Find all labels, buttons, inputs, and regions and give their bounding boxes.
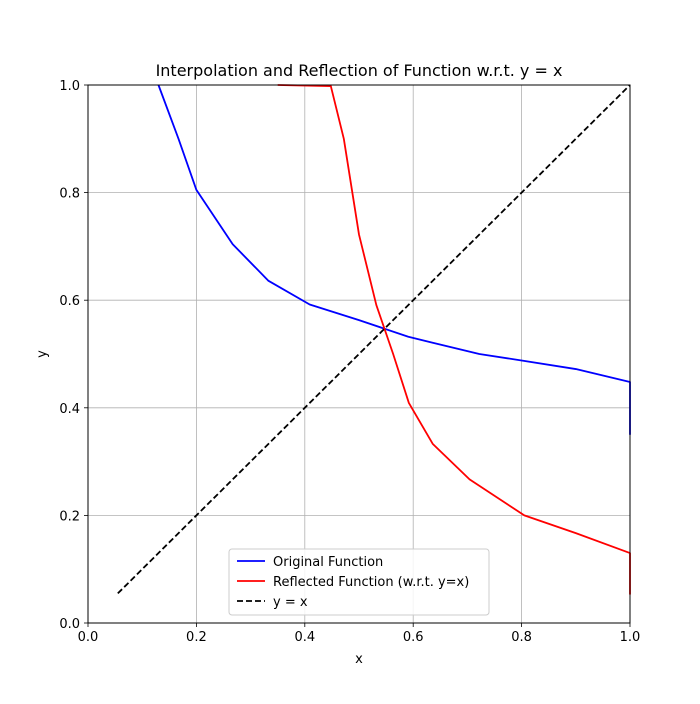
series-layer: [117, 84, 631, 595]
series-line-0: [157, 84, 631, 435]
legend-label: Original Function: [273, 555, 383, 570]
legend: Original Function Reflected Function (w.r…: [228, 548, 490, 616]
y-tick-label: 0.2: [59, 509, 80, 524]
legend-box: [228, 548, 490, 616]
ticks-layer: 0.0 0.2 0.4 0.6 0.8 1.0 0.0 0.2 0.4 0.6 0.8 1.0: [59, 79, 640, 645]
x-tick-label: 0.0: [78, 630, 99, 645]
x-tick-label: 0.2: [186, 630, 207, 645]
x-tick-label: 1.0: [620, 630, 641, 645]
legend-label: Reflected Function (w.r.t. y=x): [273, 575, 469, 590]
y-tick-label: 0.8: [59, 187, 80, 202]
y-tick-label: 1.0: [59, 79, 80, 94]
y-tick-label: 0.4: [59, 402, 80, 417]
legend-label: y = x: [273, 595, 308, 610]
x-tick-label: 0.6: [403, 630, 424, 645]
x-tick-label: 0.4: [294, 630, 315, 645]
series-line-2: [117, 84, 631, 595]
y-axis-label: y: [35, 350, 50, 358]
x-tick-label: 0.8: [511, 630, 532, 645]
y-tick-label: 0.6: [59, 294, 80, 309]
plot-frame: [87, 84, 631, 624]
chart-title: Interpolation and Reflection of Function…: [156, 61, 563, 80]
y-tick-label: 0.0: [59, 617, 80, 632]
x-axis-label: x: [355, 652, 363, 667]
series-line-1: [277, 84, 631, 595]
